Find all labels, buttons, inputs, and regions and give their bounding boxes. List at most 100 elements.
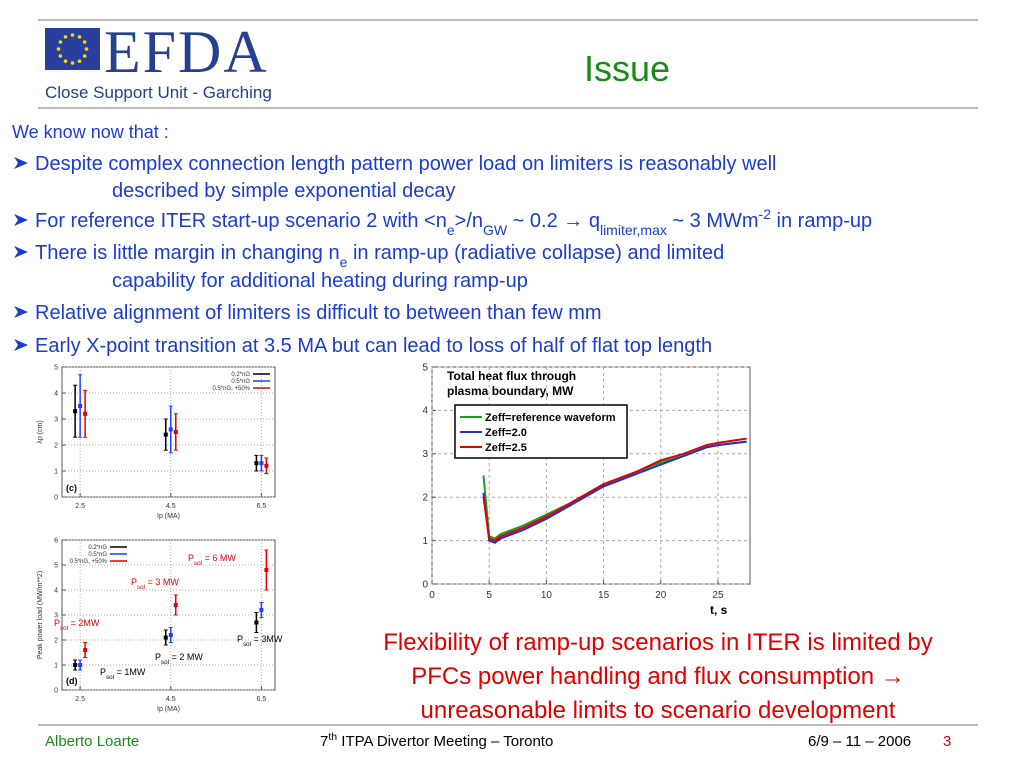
- annotation: Psol = 2MW: [54, 618, 100, 632]
- flag-star: [82, 40, 87, 44]
- text-run: There is little margin in changing n: [35, 242, 340, 264]
- flag-star: [70, 61, 75, 65]
- subscript: sol: [137, 584, 145, 591]
- text-run: P: [237, 634, 243, 644]
- annotation: Psol = 3 MW: [131, 577, 179, 591]
- intro-text: We know now that :: [12, 122, 169, 142]
- y-tick-label: 0: [54, 494, 58, 501]
- text-run: = 3MW: [251, 634, 283, 644]
- flag-stars: [56, 33, 89, 65]
- x-tick-label: 2.5: [75, 503, 85, 510]
- x-tick-label: 4.5: [166, 696, 176, 703]
- data-point: [168, 633, 173, 637]
- text-run: P: [100, 667, 106, 677]
- text-run: P: [155, 652, 161, 662]
- x-tick-label: 4.5: [166, 503, 176, 510]
- logo-subtitle: Close Support Unit - Garching: [45, 83, 272, 102]
- flag-star: [84, 47, 89, 51]
- slide-title: Issue: [584, 48, 670, 89]
- y-tick-label: 2: [422, 493, 428, 504]
- subscript: sol: [161, 659, 169, 666]
- y-tick-label: 0: [422, 579, 428, 590]
- conclusion-line: Flexibility of ramp-up scenarios in ITER…: [383, 629, 933, 656]
- annotation: Psol = 6 MW: [188, 553, 236, 567]
- plot-area: [431, 366, 751, 585]
- text-run: = 3 MW: [145, 577, 179, 587]
- flag-star: [82, 54, 87, 58]
- x-tick-label: 10: [541, 590, 553, 601]
- bullet-text: For reference ITER start-up scenario 2 w…: [35, 206, 872, 238]
- data-point: [163, 432, 168, 437]
- data-point: [78, 663, 83, 667]
- data-point: [83, 648, 88, 652]
- x-axis-label: Ip (MA): [157, 513, 180, 520]
- text-run: Relative alignment of limiters is diffic…: [35, 302, 602, 324]
- text-run: = 2MW: [68, 618, 100, 628]
- text-run: Despite complex connection length patter…: [35, 153, 777, 175]
- plot-area: [61, 366, 276, 498]
- superscript: -2: [759, 206, 772, 222]
- bullet-text: Relative alignment of limiters is diffic…: [35, 302, 602, 324]
- legend-label: Zeff=2.5: [485, 442, 527, 454]
- legend-label: Zeff=reference waveform: [485, 412, 616, 424]
- y-tick-label: 2: [54, 442, 58, 449]
- footer-date: 6/9 – 11 – 2006: [808, 733, 911, 750]
- text-run: described by simple exponential decay: [112, 180, 456, 202]
- logo-text: EFDA: [104, 19, 269, 85]
- bullet-text: described by simple exponential decay: [112, 180, 456, 202]
- y-tick-label: 6: [54, 537, 58, 544]
- subscript: limiter,max: [600, 222, 667, 238]
- flag-star: [63, 59, 68, 63]
- x-axis-label: t, s: [710, 603, 728, 617]
- legend-label: 0.5*nG: [231, 379, 250, 385]
- y-tick-label: 4: [54, 587, 58, 594]
- text-run: capability for additional heating during…: [112, 270, 528, 292]
- flag-star: [63, 35, 68, 39]
- conclusion-line: unreasonable limits to scenario developm…: [421, 697, 896, 724]
- bullet-arrow: [14, 157, 28, 169]
- y-axis-label: λp (cm): [37, 420, 44, 443]
- legend-label: 0.5*nG: [88, 552, 107, 558]
- panel-label: (c): [66, 483, 77, 493]
- data-point: [254, 461, 259, 466]
- annotation: Psol = 2 MW: [155, 652, 203, 666]
- x-tick-label: 25: [712, 590, 724, 601]
- x-axis-label: Ip (MA): [157, 706, 180, 713]
- superscript: th: [328, 731, 337, 743]
- legend-label: 0.2*nG: [88, 545, 107, 551]
- page-number: 3: [943, 733, 951, 750]
- text-run: P: [54, 618, 60, 628]
- bullet-arrow: [14, 246, 28, 258]
- subscript: sol: [243, 641, 251, 648]
- y-tick-label: 1: [54, 468, 58, 475]
- flag-star: [58, 40, 63, 44]
- subscript: sol: [60, 625, 68, 632]
- bullet-text: There is little margin in changing ne in…: [35, 242, 724, 270]
- bullet-arrow: [14, 214, 28, 226]
- conclusion-line: PFCs power handling and flux consumption…: [411, 663, 905, 690]
- subscript: e: [447, 222, 455, 238]
- x-tick-label: 15: [598, 590, 610, 601]
- y-tick-label: 5: [54, 364, 58, 371]
- data-point: [264, 568, 269, 572]
- data-point: [73, 663, 78, 667]
- chart-title: Total heat flux through: [447, 369, 576, 383]
- text-run: = 1MW: [114, 667, 146, 677]
- panel-label: (d): [66, 676, 78, 686]
- y-tick-label: 3: [54, 416, 58, 423]
- legend-label: 0.2*nG: [231, 372, 250, 378]
- text-run: P: [188, 553, 194, 563]
- y-tick-label: 4: [422, 406, 428, 417]
- flag-star: [58, 54, 63, 58]
- y-tick-label: 4: [54, 390, 58, 397]
- text-run: For reference ITER start-up scenario 2 w…: [35, 210, 447, 232]
- text-run: ~ 3 MWm: [667, 210, 759, 232]
- y-tick-label: 3: [54, 612, 58, 619]
- flag-star: [77, 59, 82, 63]
- x-tick-label: 6.5: [257, 696, 267, 703]
- y-tick-label: 5: [422, 362, 428, 373]
- text-run: 7: [320, 733, 328, 750]
- bullet-text: Despite complex connection length patter…: [35, 153, 777, 175]
- flag-star: [70, 33, 75, 37]
